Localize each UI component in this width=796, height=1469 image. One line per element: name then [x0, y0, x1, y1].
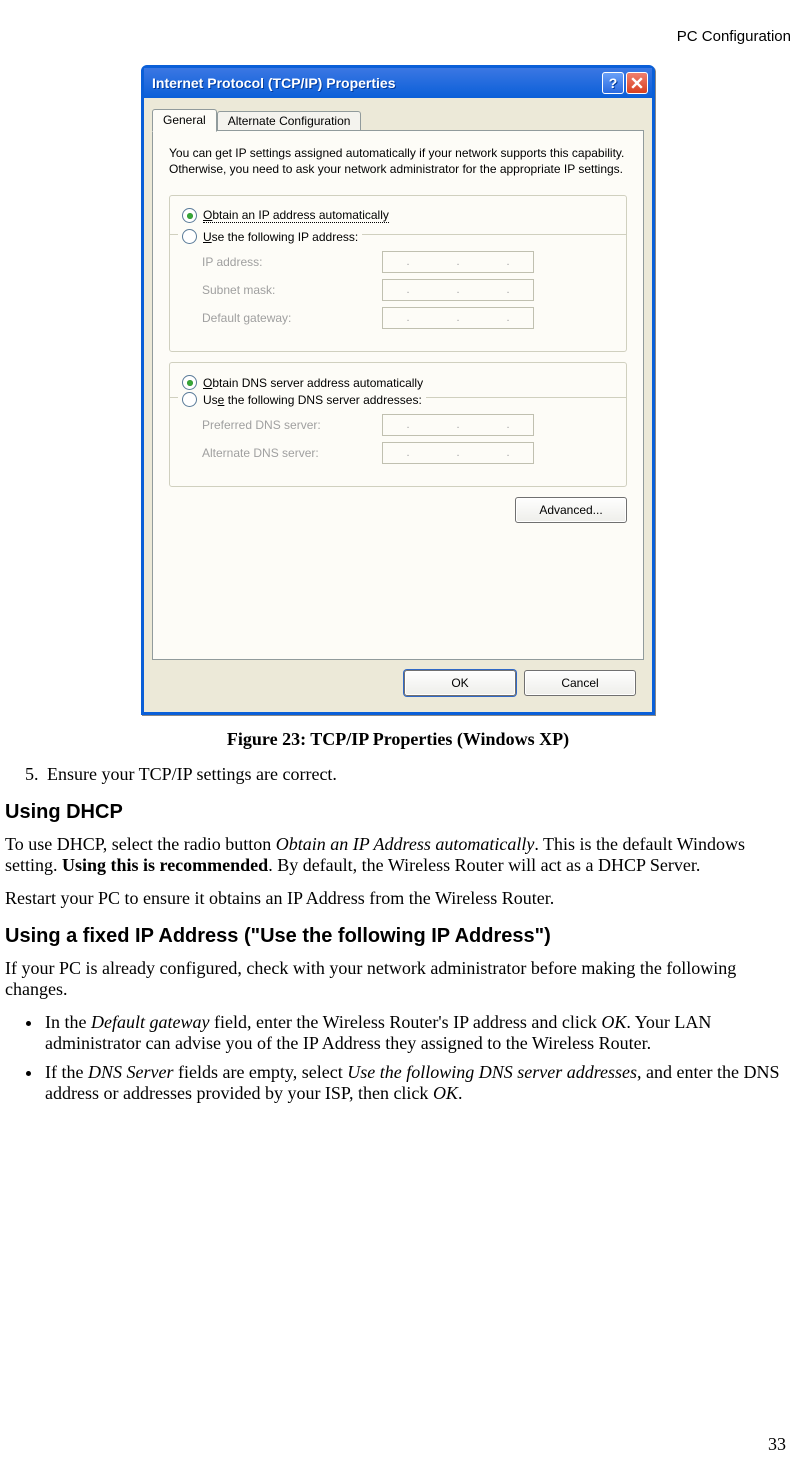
tcp-ip-dialog: Internet Protocol (TCP/IP) Properties ? … [141, 65, 655, 715]
radio-use-dns[interactable] [182, 392, 197, 407]
page-number: 33 [768, 1434, 786, 1455]
label-ip-address: IP address: [202, 255, 382, 269]
ip-group: Obtain an IP address automatically Use t… [169, 195, 627, 352]
radio-use-ip[interactable] [182, 229, 197, 244]
input-pref-dns[interactable]: ... [382, 414, 534, 436]
radio-use-ip-label: Use the following IP address: [203, 230, 358, 244]
dialog-titlebar: Internet Protocol (TCP/IP) Properties ? [144, 68, 652, 98]
input-ip-address[interactable]: ... [382, 251, 534, 273]
intro-text: You can get IP settings assigned automat… [169, 145, 627, 177]
label-alt-dns: Alternate DNS server: [202, 446, 382, 460]
radio-obtain-dns-label: Obtain DNS server address automatically [203, 376, 423, 390]
tab-strip: General Alternate Configuration [152, 109, 644, 131]
bullet-gateway: In the Default gateway field, enter the … [43, 1012, 791, 1054]
cancel-button[interactable]: Cancel [524, 670, 636, 696]
radio-obtain-ip[interactable] [182, 208, 197, 223]
page-header: PC Configuration [5, 28, 791, 45]
dialog-title: Internet Protocol (TCP/IP) Properties [152, 75, 395, 91]
input-subnet[interactable]: ... [382, 279, 534, 301]
label-pref-dns: Preferred DNS server: [202, 418, 382, 432]
tab-panel-general: You can get IP settings assigned automat… [152, 130, 644, 660]
radio-obtain-ip-label: Obtain an IP address automatically [203, 208, 389, 223]
help-icon[interactable]: ? [602, 72, 624, 94]
fixed-para-1: If your PC is already configured, check … [5, 958, 791, 1000]
fixed-bullets: In the Default gateway field, enter the … [5, 1012, 791, 1104]
input-alt-dns[interactable]: ... [382, 442, 534, 464]
ok-button[interactable]: OK [404, 670, 516, 696]
radio-obtain-dns[interactable] [182, 375, 197, 390]
step-5: Ensure your TCP/IP settings are correct. [43, 764, 791, 785]
radio-use-dns-label: Use the following DNS server addresses: [203, 393, 422, 407]
step-list: Ensure your TCP/IP settings are correct. [5, 764, 791, 785]
dns-group: Obtain DNS server address automatically … [169, 362, 627, 487]
figure-caption: Figure 23: TCP/IP Properties (Windows XP… [5, 729, 791, 750]
label-subnet: Subnet mask: [202, 283, 382, 297]
dialog-figure: Internet Protocol (TCP/IP) Properties ? … [5, 65, 791, 715]
advanced-button[interactable]: Advanced... [515, 497, 627, 523]
heading-fixed: Using a fixed IP Address ("Use the follo… [5, 925, 791, 948]
dhcp-para-1: To use DHCP, select the radio button Obt… [5, 834, 791, 876]
heading-dhcp: Using DHCP [5, 801, 791, 824]
dhcp-para-2: Restart your PC to ensure it obtains an … [5, 888, 791, 909]
input-gateway[interactable]: ... [382, 307, 534, 329]
tab-general[interactable]: General [152, 109, 217, 132]
close-icon[interactable] [626, 72, 648, 94]
label-gateway: Default gateway: [202, 311, 382, 325]
bullet-dns: If the DNS Server fields are empty, sele… [43, 1062, 791, 1104]
